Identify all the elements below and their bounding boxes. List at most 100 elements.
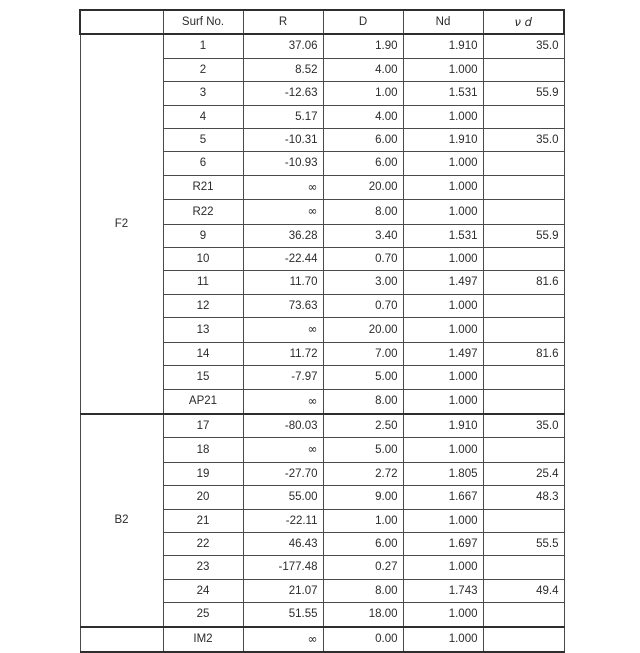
column-header-group (80, 10, 163, 34)
infinity-symbol: ∞ (308, 394, 318, 408)
cell-thickness: 6.00 (323, 129, 403, 152)
cell-abbe-number (483, 294, 564, 317)
cell-radius: -7.97 (243, 366, 323, 389)
cell-refractive-index: 1.000 (403, 294, 483, 317)
cell-refractive-index: 1.497 (403, 342, 483, 365)
cell-radius: 5.17 (243, 105, 323, 128)
cell-thickness: 5.00 (323, 438, 403, 462)
optical-prescription-table: Surf No. R D Nd ν d F2137.061.901.91035.… (79, 9, 565, 653)
cell-surf-no: R22 (163, 200, 243, 224)
cell-radius: ∞ (243, 389, 323, 414)
cell-thickness: 3.40 (323, 224, 403, 247)
cell-abbe-number: 35.0 (483, 34, 564, 58)
infinity-symbol: ∞ (308, 632, 318, 646)
cell-refractive-index: 1.000 (403, 389, 483, 414)
group-label-cell: B2 (80, 414, 163, 627)
cell-refractive-index: 1.000 (403, 366, 483, 389)
infinity-symbol: ∞ (308, 322, 318, 336)
table-header: Surf No. R D Nd ν d (80, 10, 564, 34)
cell-radius: -10.93 (243, 152, 323, 175)
cell-refractive-index: 1.000 (403, 438, 483, 462)
infinity-symbol: ∞ (308, 204, 318, 218)
cell-radius: 11.72 (243, 342, 323, 365)
cell-radius: ∞ (243, 175, 323, 199)
column-header-nd: Nd (403, 10, 483, 34)
cell-abbe-number (483, 58, 564, 81)
cell-abbe-number: 48.3 (483, 486, 564, 509)
cell-refractive-index: 1.743 (403, 579, 483, 602)
cell-surf-no: 6 (163, 152, 243, 175)
cell-radius: ∞ (243, 200, 323, 224)
cell-radius: 55.00 (243, 486, 323, 509)
cell-radius: -22.11 (243, 509, 323, 532)
cell-surf-no: 9 (163, 224, 243, 247)
table-row: IM2 ∞ 0.001.000 (80, 627, 564, 652)
cell-abbe-number: 35.0 (483, 129, 564, 152)
cell-thickness: 6.00 (323, 532, 403, 555)
cell-abbe-number: 49.4 (483, 579, 564, 602)
cell-refractive-index: 1.910 (403, 129, 483, 152)
cell-refractive-index: 1.000 (403, 58, 483, 81)
cell-thickness: 4.00 (323, 58, 403, 81)
cell-surf-no: 18 (163, 438, 243, 462)
cell-refractive-index: 1.000 (403, 627, 483, 652)
cell-abbe-number (483, 105, 564, 128)
cell-radius: -12.63 (243, 82, 323, 105)
cell-radius: 73.63 (243, 294, 323, 317)
cell-thickness: 2.72 (323, 462, 403, 485)
cell-abbe-number (483, 438, 564, 462)
cell-thickness: 20.00 (323, 318, 403, 342)
cell-radius: 51.55 (243, 603, 323, 627)
infinity-symbol: ∞ (308, 180, 318, 194)
cell-thickness: 1.00 (323, 509, 403, 532)
cell-refractive-index: 1.000 (403, 105, 483, 128)
document-canvas: Surf No. R D Nd ν d F2137.061.901.91035.… (0, 0, 640, 640)
cell-thickness: 9.00 (323, 486, 403, 509)
cell-abbe-number (483, 248, 564, 271)
cell-radius: 37.06 (243, 34, 323, 58)
cell-abbe-number (483, 175, 564, 199)
cell-thickness: 6.00 (323, 152, 403, 175)
cell-surf-no: 21 (163, 509, 243, 532)
cell-radius: -80.03 (243, 414, 323, 438)
cell-surf-no: 24 (163, 579, 243, 602)
cell-thickness: 1.90 (323, 34, 403, 58)
cell-thickness: 0.70 (323, 294, 403, 317)
cell-abbe-number: 55.9 (483, 82, 564, 105)
cell-surf-no: 12 (163, 294, 243, 317)
column-header-surf-no: Surf No. (163, 10, 243, 34)
cell-refractive-index: 1.000 (403, 152, 483, 175)
cell-abbe-number (483, 318, 564, 342)
cell-radius: -177.48 (243, 556, 323, 579)
cell-refractive-index: 1.000 (403, 318, 483, 342)
cell-abbe-number: 25.4 (483, 462, 564, 485)
cell-refractive-index: 1.000 (403, 556, 483, 579)
cell-thickness: 7.00 (323, 342, 403, 365)
cell-surf-no: 19 (163, 462, 243, 485)
cell-refractive-index: 1.910 (403, 34, 483, 58)
cell-abbe-number (483, 556, 564, 579)
cell-thickness: 0.00 (323, 627, 403, 652)
cell-refractive-index: 1.000 (403, 248, 483, 271)
cell-abbe-number (483, 200, 564, 224)
cell-thickness: 18.00 (323, 603, 403, 627)
cell-thickness: 4.00 (323, 105, 403, 128)
cell-refractive-index: 1.697 (403, 532, 483, 555)
cell-refractive-index: 1.667 (403, 486, 483, 509)
cell-thickness: 2.50 (323, 414, 403, 438)
cell-surf-no: 10 (163, 248, 243, 271)
cell-thickness: 0.70 (323, 248, 403, 271)
column-header-abbe-number: ν d (483, 10, 564, 34)
cell-surf-no: 17 (163, 414, 243, 438)
cell-surf-no: IM2 (163, 627, 243, 652)
cell-thickness: 1.00 (323, 82, 403, 105)
cell-surf-no: 2 (163, 58, 243, 81)
cell-thickness: 8.00 (323, 579, 403, 602)
cell-thickness: 3.00 (323, 271, 403, 294)
cell-thickness: 20.00 (323, 175, 403, 199)
cell-surf-no: AP21 (163, 389, 243, 414)
cell-radius: ∞ (243, 627, 323, 652)
cell-radius: -27.70 (243, 462, 323, 485)
cell-radius: 46.43 (243, 532, 323, 555)
cell-radius: 11.70 (243, 271, 323, 294)
